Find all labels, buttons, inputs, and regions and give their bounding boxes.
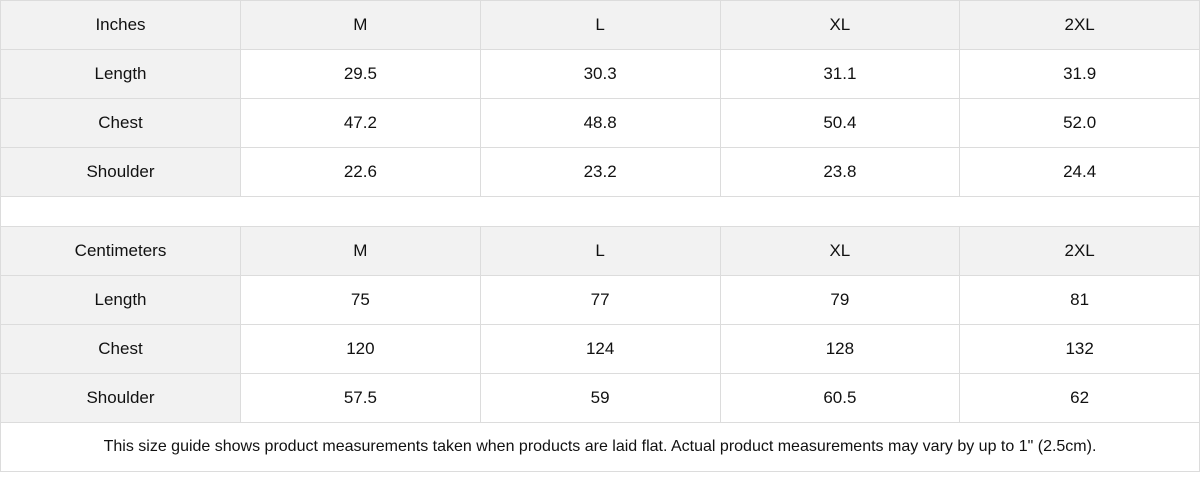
size-header: M bbox=[240, 226, 481, 276]
measurement-value: 50.4 bbox=[719, 98, 961, 148]
table-row: Chest 120 124 128 132 bbox=[0, 324, 1200, 374]
size-header: 2XL bbox=[959, 0, 1200, 50]
measurement-value: 23.8 bbox=[719, 147, 961, 197]
size-header: XL bbox=[719, 226, 961, 276]
header-row: Centimeters M L XL 2XL bbox=[0, 226, 1200, 276]
measurement-label: Shoulder bbox=[0, 373, 241, 423]
header-row: Inches M L XL 2XL bbox=[0, 0, 1200, 50]
measurement-value: 29.5 bbox=[240, 49, 481, 99]
measurement-value: 47.2 bbox=[240, 98, 481, 148]
measurement-value: 23.2 bbox=[479, 147, 721, 197]
size-header: 2XL bbox=[959, 226, 1200, 276]
measurement-value: 124 bbox=[479, 324, 721, 374]
measurement-value: 57.5 bbox=[240, 373, 481, 423]
unit-header: Centimeters bbox=[0, 226, 241, 276]
measurement-label: Shoulder bbox=[0, 147, 241, 197]
measurement-value: 52.0 bbox=[959, 98, 1200, 148]
measurement-value: 79 bbox=[719, 275, 961, 325]
table-row: Shoulder 57.5 59 60.5 62 bbox=[0, 373, 1200, 423]
measurement-value: 128 bbox=[719, 324, 961, 374]
table-row: Chest 47.2 48.8 50.4 52.0 bbox=[0, 98, 1200, 148]
footnote-row: This size guide shows product measuremen… bbox=[0, 422, 1200, 472]
measurement-value: 132 bbox=[959, 324, 1200, 374]
size-header: XL bbox=[719, 0, 961, 50]
measurement-value: 48.8 bbox=[479, 98, 721, 148]
measurement-value: 31.1 bbox=[719, 49, 961, 99]
size-header: L bbox=[479, 0, 721, 50]
spacer-cell bbox=[0, 196, 1200, 227]
footnote: This size guide shows product measuremen… bbox=[0, 422, 1200, 472]
measurement-value: 22.6 bbox=[240, 147, 481, 197]
table-row: Length 29.5 30.3 31.1 31.9 bbox=[0, 49, 1200, 99]
measurement-value: 77 bbox=[479, 275, 721, 325]
measurement-value: 75 bbox=[240, 275, 481, 325]
measurement-value: 60.5 bbox=[719, 373, 961, 423]
table-row: Length 75 77 79 81 bbox=[0, 275, 1200, 325]
spacer-row bbox=[0, 196, 1200, 227]
measurement-label: Chest bbox=[0, 98, 241, 148]
unit-header: Inches bbox=[0, 0, 241, 50]
measurement-value: 59 bbox=[479, 373, 721, 423]
measurement-label: Length bbox=[0, 49, 241, 99]
measurement-value: 62 bbox=[959, 373, 1200, 423]
measurement-value: 24.4 bbox=[959, 147, 1200, 197]
measurement-label: Chest bbox=[0, 324, 241, 374]
measurement-label: Length bbox=[0, 275, 241, 325]
size-header: M bbox=[240, 0, 481, 50]
size-header: L bbox=[479, 226, 721, 276]
measurement-value: 120 bbox=[240, 324, 481, 374]
table-row: Shoulder 22.6 23.2 23.8 24.4 bbox=[0, 147, 1200, 197]
measurement-value: 81 bbox=[959, 275, 1200, 325]
measurement-value: 30.3 bbox=[479, 49, 721, 99]
measurement-value: 31.9 bbox=[959, 49, 1200, 99]
